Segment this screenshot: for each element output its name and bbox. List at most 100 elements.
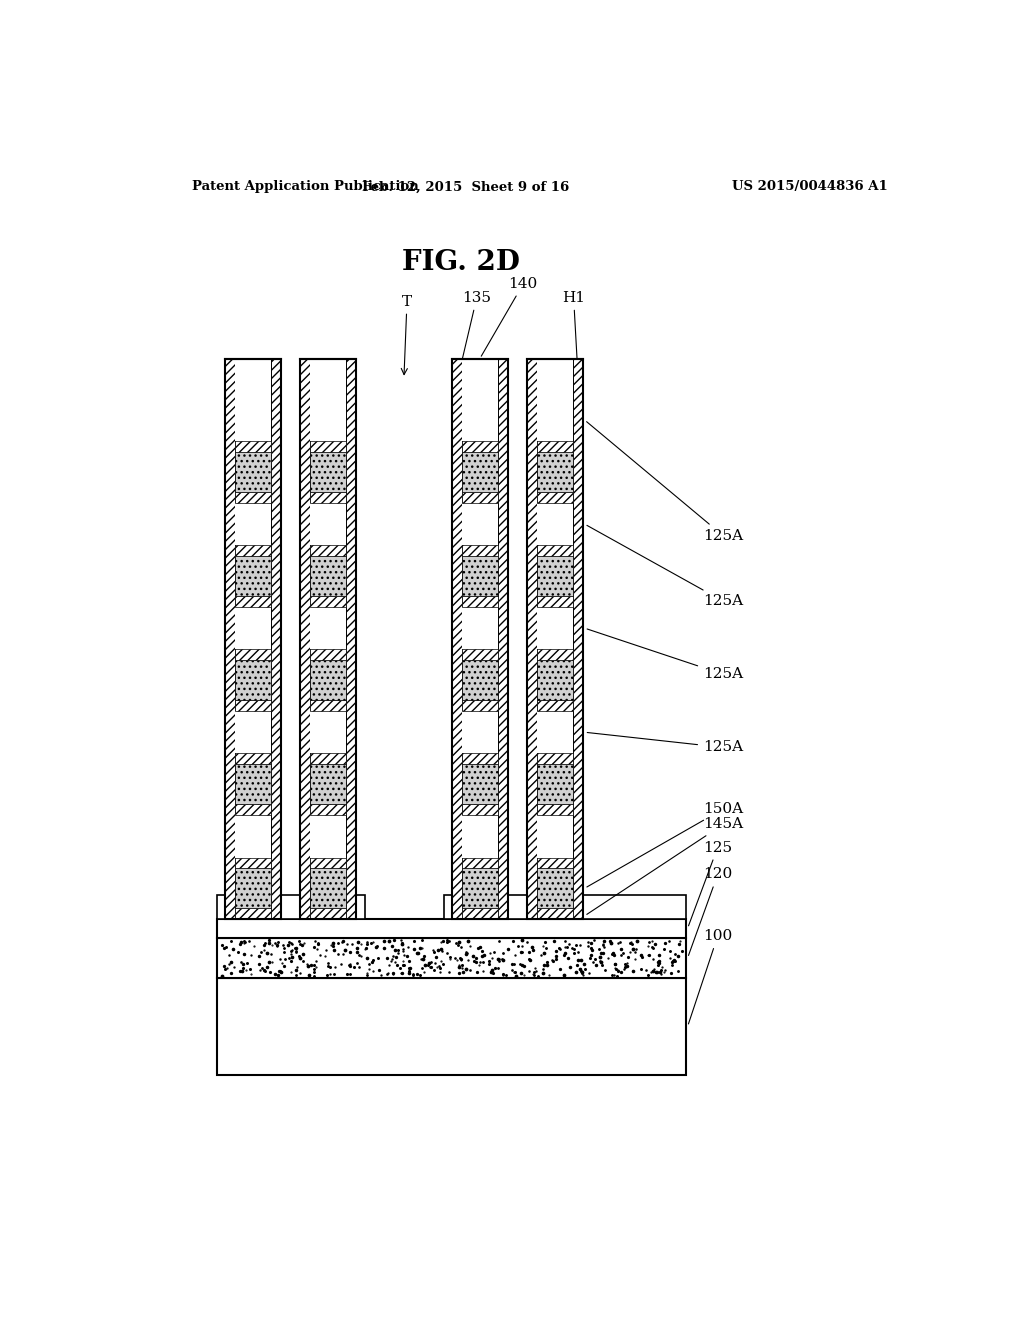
Bar — [462, 597, 498, 607]
Bar — [310, 545, 346, 556]
Text: H1: H1 — [562, 290, 585, 371]
Bar — [310, 711, 346, 754]
Bar — [498, 359, 508, 919]
Bar — [462, 908, 498, 919]
Bar — [234, 764, 270, 804]
Text: 125A: 125A — [587, 733, 743, 755]
Bar — [462, 359, 498, 399]
Bar — [538, 492, 572, 503]
Bar — [234, 754, 270, 764]
Bar — [217, 978, 686, 1074]
Bar — [462, 607, 498, 649]
Bar — [538, 804, 572, 814]
Bar — [310, 869, 346, 908]
Bar — [310, 492, 346, 503]
Bar — [538, 399, 572, 441]
Bar — [225, 359, 281, 919]
Bar — [234, 451, 270, 492]
Bar — [462, 711, 498, 754]
Bar — [462, 545, 498, 556]
Bar — [234, 660, 270, 700]
Text: 140: 140 — [481, 277, 538, 356]
Bar — [538, 660, 572, 700]
Text: 120: 120 — [688, 867, 732, 956]
Bar — [462, 451, 498, 492]
Bar — [346, 359, 356, 919]
Text: FIG. 2D: FIG. 2D — [402, 249, 520, 276]
Bar — [234, 649, 270, 660]
Bar — [538, 503, 572, 545]
Bar — [234, 441, 270, 451]
Bar — [538, 441, 572, 451]
Bar — [538, 649, 572, 660]
Bar — [310, 399, 346, 441]
Bar — [225, 359, 281, 919]
Bar — [462, 399, 498, 441]
Bar — [234, 607, 270, 649]
Bar — [538, 597, 572, 607]
Bar — [462, 858, 498, 869]
Bar — [234, 399, 270, 441]
Bar — [527, 359, 538, 919]
Bar — [234, 700, 270, 711]
Bar — [462, 700, 498, 711]
Bar — [310, 858, 346, 869]
Bar — [538, 545, 572, 556]
Bar — [310, 754, 346, 764]
Bar — [462, 649, 498, 660]
Bar — [462, 869, 498, 908]
Bar — [452, 359, 462, 919]
Bar — [462, 764, 498, 804]
Bar — [527, 359, 583, 919]
Bar — [538, 711, 572, 754]
Bar — [538, 869, 572, 908]
Text: 125A: 125A — [587, 525, 743, 609]
Bar — [538, 700, 572, 711]
Bar — [538, 764, 572, 804]
Bar — [452, 359, 508, 919]
Bar — [452, 359, 508, 919]
Bar — [462, 441, 498, 451]
Bar — [234, 556, 270, 597]
Bar — [234, 359, 270, 399]
Text: US 2015/0044836 A1: US 2015/0044836 A1 — [732, 181, 888, 194]
Bar — [538, 607, 572, 649]
Bar — [310, 359, 346, 399]
Bar — [300, 359, 310, 919]
Bar — [310, 649, 346, 660]
Text: Feb. 12, 2015  Sheet 9 of 16: Feb. 12, 2015 Sheet 9 of 16 — [361, 181, 568, 194]
Bar — [538, 451, 572, 492]
Text: 125A: 125A — [587, 628, 743, 681]
Bar — [462, 556, 498, 597]
Text: Patent Application Publication: Patent Application Publication — [191, 181, 418, 194]
Text: 125: 125 — [688, 841, 732, 925]
Bar — [234, 597, 270, 607]
Bar — [310, 556, 346, 597]
Bar — [462, 660, 498, 700]
Bar — [310, 607, 346, 649]
Bar — [538, 754, 572, 764]
Bar — [310, 700, 346, 711]
Bar — [300, 359, 356, 919]
Bar — [310, 503, 346, 545]
Bar — [225, 359, 234, 919]
Bar — [234, 503, 270, 545]
Bar — [217, 919, 686, 937]
Bar — [310, 908, 346, 919]
Bar — [234, 711, 270, 754]
Bar — [217, 895, 366, 919]
Bar — [234, 492, 270, 503]
Bar — [538, 359, 572, 399]
Bar — [462, 754, 498, 764]
Bar — [538, 908, 572, 919]
Bar — [462, 492, 498, 503]
Bar — [538, 858, 572, 869]
Bar — [300, 359, 356, 919]
Bar — [310, 814, 346, 858]
Bar — [444, 895, 686, 919]
Text: 150A: 150A — [587, 803, 743, 887]
Text: 125A: 125A — [587, 421, 743, 543]
Bar — [538, 556, 572, 597]
Text: 135: 135 — [458, 290, 492, 379]
Bar — [310, 660, 346, 700]
